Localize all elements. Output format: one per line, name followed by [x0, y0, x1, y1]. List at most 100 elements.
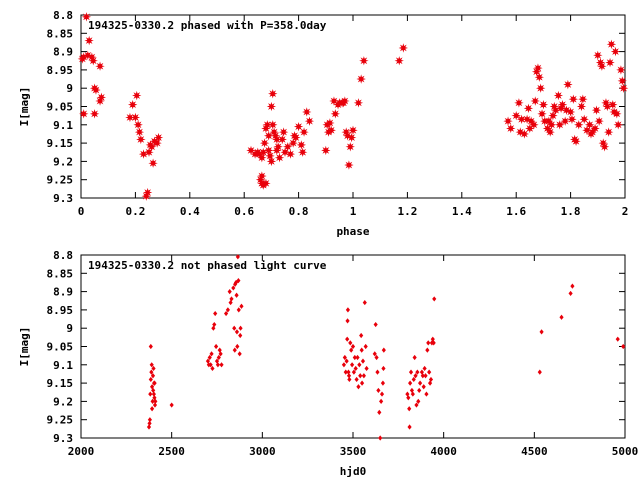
data-point [568, 94, 579, 104]
data-point [342, 354, 347, 361]
data-point [258, 147, 268, 157]
data-point [268, 120, 278, 130]
data-point [132, 90, 142, 101]
data-point [148, 376, 153, 383]
data-point [277, 134, 287, 145]
data-point [603, 127, 614, 137]
data-point [84, 35, 94, 46]
data-point [214, 343, 219, 350]
data-point [88, 56, 98, 66]
data-point [559, 314, 564, 320]
data-point [530, 96, 540, 106]
data-point [546, 120, 557, 130]
data-point [359, 332, 364, 339]
data-point [233, 281, 238, 287]
data-point [146, 424, 152, 430]
data-point [236, 278, 241, 284]
data-point [285, 149, 296, 159]
data-point [615, 336, 620, 342]
data-point [616, 65, 626, 75]
data-point [375, 369, 380, 375]
data-point [537, 369, 542, 375]
data-point [235, 254, 240, 260]
data-point [344, 358, 349, 364]
data-point [293, 121, 304, 132]
data-point [412, 354, 417, 361]
data-point [218, 351, 223, 357]
data-point [219, 362, 224, 368]
data-point [432, 296, 437, 302]
data-point [555, 120, 565, 130]
data-point [152, 395, 157, 401]
x-tick-label: 2500 [158, 445, 185, 458]
data-point [356, 384, 361, 390]
data-series [146, 254, 626, 441]
data-point [353, 98, 364, 108]
data-point [529, 120, 539, 130]
y-tick-label: 9.2 [53, 155, 73, 168]
data-point [346, 369, 351, 375]
y-axis-label: I[mag] [18, 327, 31, 367]
data-point [346, 132, 357, 143]
data-point [360, 358, 366, 364]
data-point [133, 120, 143, 130]
data-point [557, 99, 568, 110]
data-point [356, 74, 366, 84]
data-point [346, 373, 352, 379]
data-point [406, 395, 411, 401]
x-tick-label: 2000 [68, 445, 95, 458]
data-point [79, 109, 89, 119]
data-point [514, 98, 524, 108]
x-tick-label: 0.2 [125, 205, 145, 218]
data-point [358, 373, 363, 379]
data-point [265, 151, 275, 161]
data-point [149, 369, 154, 375]
data-point [326, 125, 336, 135]
x-tick-label: 1.4 [452, 205, 472, 218]
data-point [359, 347, 364, 353]
data-point [605, 57, 615, 68]
data-point [169, 402, 174, 408]
data-point [207, 354, 212, 361]
data-point [363, 343, 368, 350]
data-point [411, 376, 416, 383]
data-point [330, 109, 341, 119]
data-point [89, 109, 100, 119]
data-point [210, 365, 215, 372]
data-point [355, 354, 360, 361]
data-point [565, 107, 576, 117]
data-point [407, 406, 412, 412]
data-point [534, 72, 545, 82]
data-point [597, 61, 607, 71]
data-point [415, 369, 420, 375]
data-point [379, 391, 385, 397]
data-point [125, 112, 135, 123]
data-point [321, 145, 331, 156]
y-tick-label: 8.85 [47, 27, 74, 40]
data-point [343, 369, 348, 375]
data-point [354, 376, 359, 383]
data-point [274, 153, 285, 163]
data-point [606, 39, 617, 49]
y-tick-label: 9 [66, 322, 73, 335]
data-point [136, 134, 146, 145]
data-point [349, 347, 354, 353]
data-point [153, 132, 164, 143]
data-point [152, 402, 158, 408]
data-point [149, 362, 154, 368]
data-point [227, 289, 232, 295]
data-point [612, 109, 622, 119]
data-point [350, 343, 356, 350]
data-point [225, 307, 230, 313]
data-point [568, 290, 573, 297]
data-point [553, 90, 564, 101]
x-tick-label: 0.6 [234, 205, 254, 218]
data-point [130, 112, 141, 123]
data-point [302, 107, 312, 117]
data-point [263, 131, 274, 141]
data-point [142, 187, 153, 198]
data-point [578, 94, 588, 104]
data-point [378, 435, 383, 441]
y-axis-label: I[mag] [18, 87, 31, 127]
